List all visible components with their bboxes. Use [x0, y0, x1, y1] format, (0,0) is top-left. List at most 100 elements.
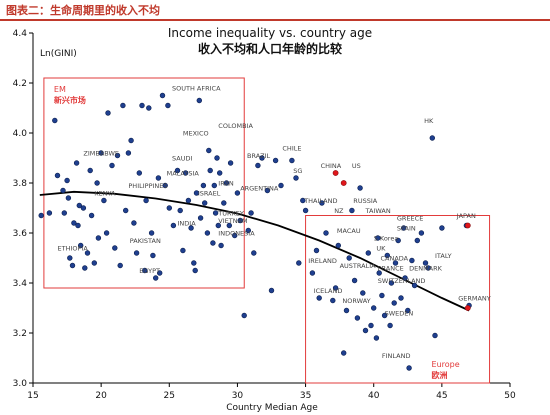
data-point: [197, 215, 204, 221]
x-tick-label: 50: [504, 391, 516, 401]
data-point: [94, 180, 100, 186]
data-point: [373, 335, 380, 341]
point-label: CHINA: [321, 162, 342, 170]
data-point: [248, 210, 254, 216]
x-tick-label: 45: [436, 391, 447, 401]
y-tick-label: 3.0: [13, 379, 28, 389]
point-label: US: [352, 162, 361, 170]
point-label: PAKISTAN: [130, 237, 161, 245]
europe-label-cn: 欧洲: [432, 370, 448, 380]
y-tick-label: 4.4: [13, 29, 28, 39]
point-label: SAUDI: [172, 155, 192, 163]
data-point: [170, 222, 177, 229]
data-point: [157, 270, 163, 276]
chart-title: Income inequality vs. country age: [168, 26, 372, 40]
data-point: [365, 250, 371, 256]
data-point: [215, 222, 222, 229]
data-point: [91, 260, 98, 266]
data-point: [196, 97, 203, 104]
data-point: [368, 322, 374, 329]
point-label: FINLAND: [382, 352, 411, 360]
data-point: [357, 185, 363, 191]
point-label: KENYA: [94, 190, 116, 198]
data-point: [88, 212, 95, 219]
data-point: [375, 235, 381, 241]
trend-curve: [39, 190, 470, 312]
data-point: [332, 285, 339, 291]
data-point: [200, 182, 207, 189]
x-axis-label: Country Median Age: [226, 403, 318, 413]
data-point: [98, 150, 104, 156]
point-label: PHILIPPINES: [128, 182, 167, 190]
data-point: [388, 280, 395, 286]
data-point: [71, 220, 77, 226]
data-point: [349, 207, 355, 214]
point-label: ZIMBABWE: [83, 150, 119, 158]
point-label: S Korea: [374, 235, 399, 243]
data-point: [120, 102, 126, 109]
data-point: [241, 312, 247, 319]
data-point: [409, 257, 415, 264]
data-point: [251, 250, 257, 256]
point-label: NZ: [334, 207, 344, 215]
data-point: [226, 222, 233, 229]
point-label: AUSTRALIA: [340, 262, 377, 270]
data-point: [330, 297, 336, 304]
data-point: [302, 207, 309, 214]
data-point: [46, 210, 53, 216]
point-label: SOUTH AFRICA: [172, 85, 221, 93]
data-point: [143, 197, 149, 204]
data-point: [234, 190, 241, 196]
data-point: [103, 230, 110, 236]
data-point: [418, 230, 425, 236]
data-point: [323, 230, 329, 236]
data-point: [414, 237, 420, 244]
data-point: [362, 327, 369, 334]
point-label: HK: [424, 117, 434, 125]
data-point: [69, 262, 76, 269]
data-point: [319, 200, 325, 206]
data-point: [182, 170, 189, 176]
point-label: BRAZIL: [247, 152, 271, 160]
data-point: [212, 210, 219, 216]
data-point: [227, 160, 234, 166]
data-point: [214, 155, 220, 161]
data-point: [114, 152, 121, 159]
data-point: [67, 255, 73, 261]
data-point: [60, 187, 66, 194]
data-point: [155, 175, 162, 181]
data-point: [193, 190, 200, 196]
highlight-point: [464, 305, 471, 311]
data-point: [296, 260, 302, 266]
data-point: [82, 265, 88, 271]
highlight-point: [340, 180, 347, 186]
data-point: [159, 92, 166, 99]
point-label: CHILE: [282, 145, 301, 153]
x-tick-label: 15: [27, 391, 38, 401]
data-point: [217, 170, 223, 176]
data-point: [425, 265, 431, 271]
y-tick-label: 4.2: [13, 79, 27, 89]
data-point: [398, 295, 404, 301]
data-point: [335, 242, 341, 249]
data-point: [87, 167, 93, 174]
y-tick-label: 4.0: [13, 129, 28, 139]
data-point: [351, 277, 358, 284]
europe-box: [305, 215, 491, 384]
data-point: [206, 147, 212, 154]
data-point: [150, 252, 156, 259]
data-point: [354, 315, 361, 321]
data-point: [346, 255, 352, 261]
point-label: FRANCE: [378, 265, 404, 273]
data-point: [192, 267, 198, 274]
data-point: [381, 312, 388, 319]
data-point: [139, 102, 145, 109]
data-point: [343, 307, 350, 314]
x-tick-label: 25: [164, 391, 175, 401]
point-label: GERMANY: [458, 295, 491, 303]
data-point: [112, 245, 118, 251]
point-label: ISRAEL: [198, 190, 221, 198]
point-label: IRAN: [218, 180, 234, 188]
point-label: JAPAN: [456, 212, 476, 220]
